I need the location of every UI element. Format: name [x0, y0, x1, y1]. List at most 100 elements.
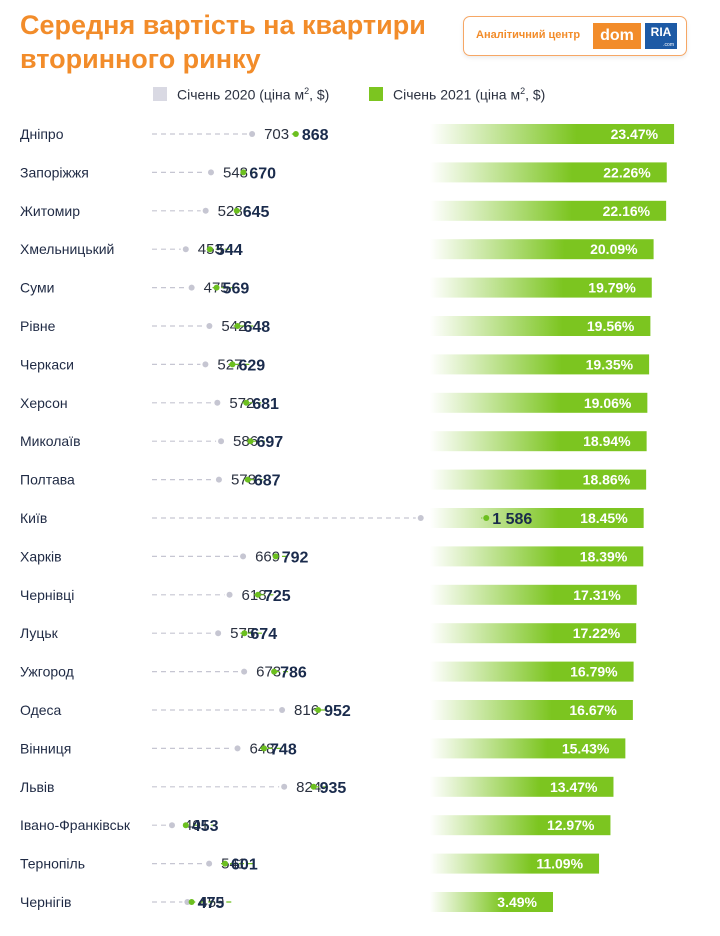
point-2021 — [206, 246, 213, 253]
change-bar — [430, 738, 626, 759]
change-pct-label: 22.26% — [603, 164, 651, 180]
legend-swatch-2020 — [153, 87, 167, 101]
chart-row: Хмельницький45354420.09% — [20, 239, 654, 260]
value-label-2021: 792 — [282, 549, 309, 566]
change-bar — [430, 892, 553, 912]
point-2021 — [233, 207, 240, 214]
chart-row: Запоріжжя 548 670 22.26% — [20, 162, 667, 183]
value-label-2020: 669 — [255, 548, 280, 565]
brand-logo[interactable]: Аналітичний центр dom RIA .com — [463, 16, 687, 56]
chart-row: Луцьк57567417.22% — [20, 623, 637, 644]
change-pct-label: 23.47% — [611, 126, 659, 142]
point-2021 — [244, 476, 251, 483]
point-2021 — [234, 323, 241, 329]
change-pct-label: 17.31% — [573, 587, 621, 603]
change-pct-label: 22.16% — [603, 203, 651, 219]
change-pct-label: 20.09% — [590, 241, 638, 257]
value-label-2021: 475 — [198, 895, 225, 912]
city-label: Луцьк — [20, 625, 59, 641]
point-2020 — [215, 630, 222, 637]
change-bar — [430, 431, 647, 452]
value-label-2021: 697 — [256, 434, 283, 451]
logo-ria-text: RIA — [650, 25, 672, 39]
change-pct-label: 11.09% — [536, 856, 583, 872]
change-pct-label: 12.97% — [547, 817, 595, 833]
value-label-2021: 670 — [249, 165, 276, 182]
value-label-2021: 748 — [270, 741, 297, 758]
value-label-2021: 868 — [302, 127, 329, 144]
change-bar — [430, 623, 637, 644]
change-bar — [430, 700, 633, 720]
change-bar — [430, 853, 600, 874]
value-label-2021: 674 — [250, 626, 277, 643]
city-label: Рівне — [20, 318, 56, 334]
city-label: Полтава — [20, 472, 75, 488]
city-label: Дніпро — [20, 126, 64, 142]
chart-row: Житомир 528 645 22.16% — [20, 200, 667, 221]
point-2021 — [247, 438, 254, 445]
chart-row: Черкаси52762919.35% — [20, 354, 650, 375]
city-label: Тернопіль — [20, 856, 85, 872]
point-2021 — [310, 783, 317, 790]
city-label: Ужгород — [20, 664, 74, 680]
change-bar — [430, 124, 675, 144]
change-bar — [430, 815, 611, 836]
point-2020 — [169, 822, 175, 829]
point-2020 — [218, 438, 225, 445]
chart-row: Одеса 816 952 16.67% — [20, 700, 633, 720]
point-2020 — [226, 591, 233, 598]
value-label-2021: 935 — [320, 780, 347, 797]
change-bar — [430, 354, 650, 375]
point-2020 — [279, 707, 286, 713]
chart-title: Середня вартість на квартири вторинного … — [20, 8, 426, 76]
change-bar — [430, 508, 644, 528]
point-2020 — [234, 745, 241, 752]
point-2021 — [240, 169, 247, 176]
city-label: Вінниця — [20, 740, 71, 756]
change-pct-label: 16.67% — [569, 702, 617, 718]
value-label-2021: 725 — [264, 588, 291, 605]
legend-label-2020-suffix: , $) — [309, 86, 330, 103]
point-2021 — [222, 860, 229, 867]
city-label: Житомир — [20, 203, 80, 219]
legend-label-2020-sup: 2 — [304, 86, 310, 96]
point-2021 — [254, 591, 261, 598]
change-bar — [430, 546, 644, 567]
value-label-2020: 673 — [256, 664, 281, 681]
point-2021 — [188, 899, 195, 905]
change-pct-label: 17.22% — [573, 625, 621, 641]
value-label-2021: 952 — [324, 703, 351, 720]
point-2020 — [207, 169, 214, 176]
city-label: Одеса — [20, 702, 62, 718]
change-pct-label: 3.49% — [497, 894, 537, 910]
point-2020 — [184, 899, 191, 905]
city-label: Херсон — [20, 395, 68, 411]
change-pct-label: 18.86% — [583, 472, 631, 488]
change-bar — [430, 469, 647, 490]
value-label-2021: 453 — [192, 818, 219, 835]
legend-label-2020-prefix: Січень 2020 (ціна м — [177, 86, 305, 103]
change-pct-label: 19.06% — [584, 395, 632, 411]
legend-label-2020: Січень 2020 (ціна м2, $) — [177, 86, 329, 103]
legend-label-2021-sup: 2 — [520, 86, 526, 96]
city-label: Львів — [20, 779, 54, 795]
value-label-2021: 629 — [238, 357, 265, 374]
change-bar — [430, 239, 654, 260]
value-label-2020: 816 — [294, 702, 319, 719]
change-pct-label: 16.79% — [570, 664, 618, 680]
city-label: Запоріжжя — [20, 164, 89, 180]
point-2020 — [206, 860, 213, 867]
city-label: Харків — [20, 548, 62, 564]
change-pct-label: 13.47% — [550, 779, 598, 795]
point-2020 — [281, 783, 288, 790]
logo-dom-mark: dom — [593, 23, 641, 49]
value-label-2020: 572 — [229, 395, 254, 412]
